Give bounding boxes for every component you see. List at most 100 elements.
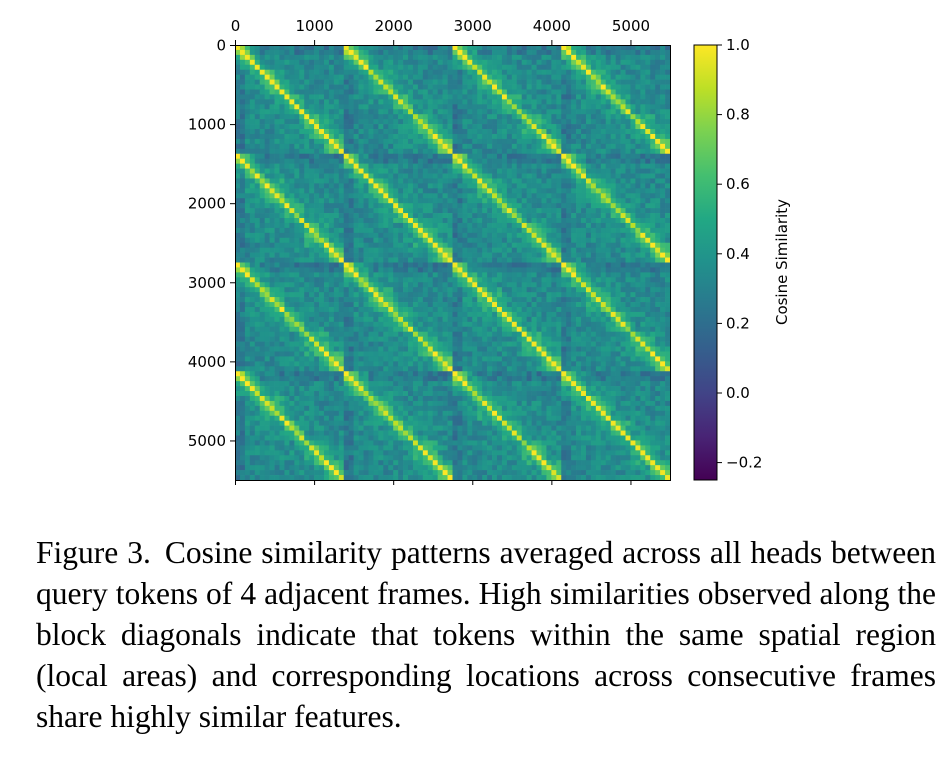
heatmap-cell bbox=[427, 262, 434, 268]
heatmap-cell bbox=[378, 54, 384, 61]
heatmap-cell bbox=[323, 213, 330, 219]
heatmap-cell bbox=[235, 74, 241, 80]
heatmap-cell bbox=[388, 84, 394, 90]
heatmap-cell bbox=[551, 84, 557, 90]
heatmap-cell bbox=[511, 247, 518, 253]
heatmap-cell bbox=[368, 84, 374, 90]
heatmap-cell bbox=[571, 232, 577, 239]
heatmap-cell bbox=[279, 114, 285, 120]
heatmap-cell bbox=[477, 302, 483, 308]
heatmap-cell bbox=[561, 222, 567, 229]
heatmap-cell bbox=[630, 74, 636, 80]
heatmap-cell bbox=[521, 208, 527, 214]
heatmap-cell bbox=[467, 158, 473, 164]
heatmap-cell bbox=[358, 148, 364, 155]
heatmap-cell bbox=[595, 297, 602, 303]
heatmap-cell bbox=[492, 168, 498, 174]
heatmap-cell bbox=[368, 59, 374, 66]
heatmap-cell bbox=[447, 247, 453, 253]
heatmap-cell bbox=[452, 193, 458, 199]
heatmap-cell bbox=[353, 173, 359, 179]
heatmap-cell bbox=[630, 54, 636, 61]
heatmap-cell bbox=[605, 292, 612, 298]
heatmap-cell bbox=[235, 158, 241, 164]
heatmap-cell bbox=[348, 316, 354, 323]
heatmap-cell bbox=[348, 124, 354, 130]
heatmap-cell bbox=[289, 252, 295, 258]
heatmap-cell bbox=[368, 267, 374, 273]
heatmap-cell bbox=[333, 232, 340, 239]
heatmap-cell bbox=[319, 124, 325, 130]
heatmap-cell bbox=[576, 45, 582, 51]
heatmap-cell bbox=[482, 148, 488, 155]
heatmap-cell bbox=[506, 158, 513, 164]
heatmap-cell bbox=[561, 311, 567, 318]
heatmap-cell bbox=[556, 277, 562, 283]
heatmap-cell bbox=[531, 64, 537, 71]
heatmap-cell bbox=[536, 59, 542, 66]
heatmap-cell bbox=[353, 316, 359, 323]
heatmap-cell bbox=[274, 114, 280, 120]
heatmap-cell bbox=[235, 143, 241, 150]
heatmap-cell bbox=[279, 297, 285, 303]
heatmap-cell bbox=[328, 168, 335, 174]
heatmap-cell bbox=[363, 311, 369, 318]
heatmap-cell bbox=[284, 198, 290, 204]
heatmap-cell bbox=[516, 133, 523, 140]
heatmap-cell bbox=[274, 232, 280, 239]
heatmap-cell bbox=[452, 64, 458, 71]
heatmap-cell bbox=[511, 257, 518, 263]
heatmap-cell bbox=[457, 124, 463, 130]
heatmap-cell bbox=[585, 59, 592, 66]
heatmap-cell bbox=[620, 163, 626, 169]
heatmap-cell bbox=[348, 227, 354, 234]
heatmap-cell bbox=[516, 227, 523, 234]
heatmap-cell bbox=[645, 242, 651, 249]
heatmap-cell bbox=[610, 302, 616, 308]
heatmap-cell bbox=[343, 84, 350, 90]
heatmap-cell bbox=[294, 252, 300, 258]
heatmap-cell bbox=[348, 178, 354, 184]
heatmap-cell bbox=[482, 311, 488, 318]
heatmap-cell bbox=[378, 321, 384, 328]
heatmap-cell bbox=[422, 173, 429, 179]
heatmap-cell bbox=[239, 129, 246, 135]
heatmap-cell bbox=[536, 133, 542, 140]
heatmap-cell bbox=[625, 316, 631, 323]
heatmap-cell bbox=[284, 104, 290, 110]
heatmap-cell bbox=[645, 124, 651, 130]
heatmap-cell bbox=[442, 242, 448, 249]
heatmap-cell bbox=[655, 257, 661, 263]
heatmap-cell bbox=[417, 89, 424, 95]
heatmap-cell bbox=[457, 277, 463, 283]
heatmap-cell bbox=[635, 74, 641, 80]
heatmap-cell bbox=[571, 143, 577, 150]
heatmap-cell bbox=[338, 267, 345, 273]
heatmap-cell bbox=[585, 89, 592, 95]
heatmap-cell bbox=[393, 213, 399, 219]
heatmap-cell bbox=[477, 49, 483, 56]
heatmap-cell bbox=[551, 306, 557, 313]
heatmap-cell bbox=[309, 69, 315, 76]
heatmap-cell bbox=[536, 252, 542, 258]
heatmap-cell bbox=[600, 208, 607, 214]
heatmap-cell bbox=[432, 99, 439, 105]
heatmap-cell bbox=[536, 242, 542, 249]
heatmap-cell bbox=[338, 138, 345, 145]
heatmap-cell bbox=[437, 133, 443, 140]
heatmap-cell bbox=[437, 213, 443, 219]
heatmap-cell bbox=[665, 99, 671, 105]
heatmap-cell bbox=[403, 267, 409, 273]
heatmap-cell bbox=[590, 94, 597, 100]
heatmap-cell bbox=[393, 148, 399, 155]
heatmap-cell bbox=[442, 148, 448, 155]
heatmap-cell bbox=[536, 267, 542, 273]
heatmap-cell bbox=[635, 306, 641, 313]
heatmap-cell bbox=[343, 292, 350, 298]
heatmap-cell bbox=[412, 287, 419, 293]
heatmap-cell bbox=[353, 198, 359, 204]
heatmap-cell bbox=[299, 247, 305, 253]
heatmap-cell bbox=[259, 292, 266, 298]
heatmap-cell bbox=[437, 193, 443, 199]
heatmap-cell bbox=[635, 84, 641, 90]
